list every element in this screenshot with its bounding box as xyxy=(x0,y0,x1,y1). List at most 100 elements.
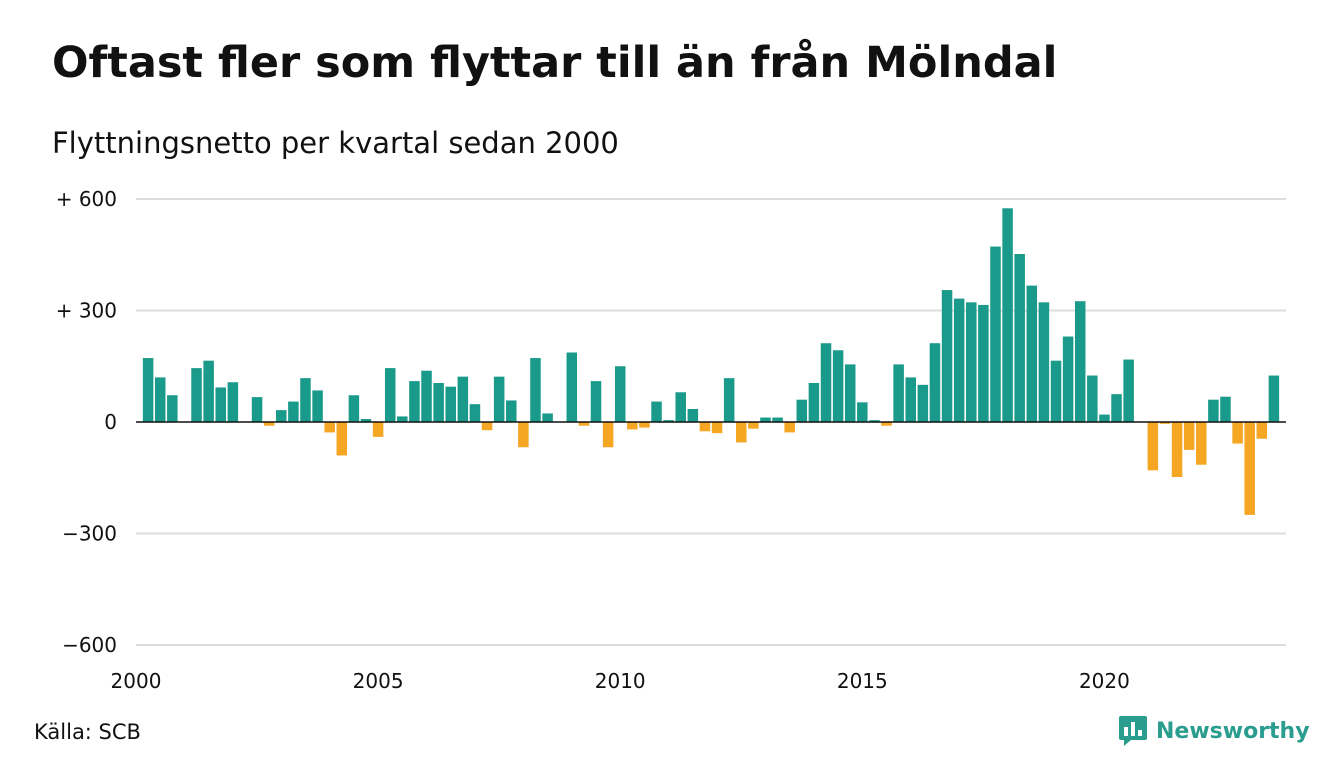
bar xyxy=(978,304,989,422)
bar xyxy=(312,390,323,422)
x-tick-label: 2010 xyxy=(595,669,646,693)
bar xyxy=(1196,422,1207,465)
bar xyxy=(1074,301,1086,422)
bar xyxy=(457,376,469,422)
bar xyxy=(687,408,699,422)
bar xyxy=(772,417,783,422)
bar xyxy=(191,368,202,422)
bar xyxy=(397,416,408,422)
bar xyxy=(1183,422,1195,450)
bar xyxy=(203,360,214,422)
bar xyxy=(784,422,795,433)
bar xyxy=(1268,375,1280,422)
bar xyxy=(869,420,880,422)
bar xyxy=(881,422,892,426)
bar xyxy=(1099,414,1110,422)
source-note: Källa: SCB xyxy=(34,720,141,744)
bar xyxy=(542,413,553,422)
bar xyxy=(1002,208,1013,422)
x-tick-label: 2015 xyxy=(837,669,888,693)
newsworthy-logo-icon xyxy=(1119,716,1147,746)
bar xyxy=(566,352,578,422)
bar xyxy=(663,420,674,422)
bar xyxy=(748,422,759,429)
bar xyxy=(1087,375,1098,422)
bar xyxy=(469,404,481,422)
bar xyxy=(530,358,541,422)
x-tick-label: 2000 xyxy=(111,669,162,693)
x-axis-ticks: 2000 2005 2010 2015 2020 xyxy=(111,669,1130,693)
bar xyxy=(796,399,808,422)
bar xyxy=(300,378,311,422)
bar xyxy=(1232,422,1243,444)
bar xyxy=(251,397,263,422)
bar xyxy=(627,422,638,430)
bar xyxy=(384,368,396,422)
bar xyxy=(1050,360,1062,422)
bar xyxy=(808,382,820,422)
bar xyxy=(372,422,384,437)
bar xyxy=(953,298,965,422)
bar xyxy=(1244,422,1255,515)
x-tick-label: 2005 xyxy=(353,669,404,693)
bar xyxy=(711,422,723,434)
bar xyxy=(409,381,420,422)
y-tick-label: + 300 xyxy=(56,299,117,323)
y-tick-label: −300 xyxy=(62,522,117,546)
bar xyxy=(614,366,626,422)
bar xyxy=(832,350,844,422)
bar xyxy=(736,422,747,443)
bar xyxy=(578,422,590,426)
bar xyxy=(1171,422,1183,478)
y-tick-label: 0 xyxy=(104,410,117,434)
bar xyxy=(699,422,711,432)
bar xyxy=(167,395,178,422)
bar xyxy=(1123,359,1134,422)
bar xyxy=(324,422,335,433)
brand-logo: Newsworthy xyxy=(1118,714,1310,748)
bar xyxy=(227,382,239,422)
bar xyxy=(905,377,916,422)
bar xyxy=(276,410,287,422)
chart-title: Oftast fler som flyttar till än från Möl… xyxy=(52,38,1058,88)
bar xyxy=(360,419,372,422)
bar xyxy=(1159,422,1171,424)
gridlines xyxy=(136,198,1286,646)
bar xyxy=(966,302,977,422)
bar xyxy=(590,381,602,422)
bar xyxy=(760,417,771,422)
y-tick-label: + 600 xyxy=(56,187,117,211)
bar xyxy=(990,246,1001,422)
bar xyxy=(1147,422,1159,471)
bar xyxy=(917,384,929,422)
y-tick-label: −600 xyxy=(62,633,117,657)
bar xyxy=(820,343,832,422)
bar xyxy=(481,422,493,431)
bar xyxy=(215,387,226,422)
bar xyxy=(1256,422,1268,439)
bar xyxy=(1014,254,1025,422)
chart-subtitle: Flyttningsnetto per kvartal sedan 2000 xyxy=(52,126,619,160)
bar xyxy=(1208,399,1219,422)
bar xyxy=(1038,302,1050,422)
x-tick-label: 2020 xyxy=(1079,669,1130,693)
bar xyxy=(348,395,360,422)
bar xyxy=(518,422,529,448)
bar xyxy=(844,364,856,422)
bar xyxy=(263,422,275,426)
bar xyxy=(675,392,686,422)
bars xyxy=(142,208,1280,515)
bar xyxy=(723,378,735,422)
bar xyxy=(929,343,941,422)
bar xyxy=(421,370,432,422)
bar xyxy=(506,400,517,422)
brand-name: Newsworthy xyxy=(1156,718,1310,744)
bar xyxy=(445,386,456,422)
bar xyxy=(493,376,505,422)
bar xyxy=(433,382,444,422)
bar xyxy=(651,401,662,422)
bar xyxy=(142,358,154,422)
bar xyxy=(639,422,650,428)
bar xyxy=(602,422,614,448)
